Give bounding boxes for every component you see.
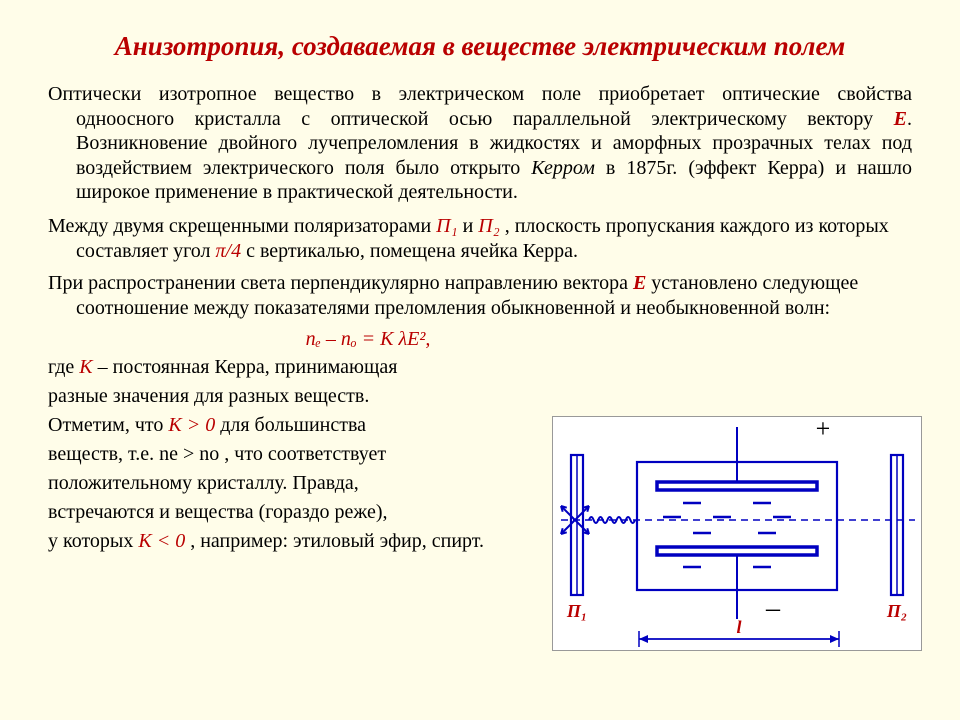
t: Отметим, что bbox=[48, 414, 168, 436]
t: веществ, т.е. ne > no , что соответствуе… bbox=[48, 440, 568, 469]
kerr-cell-diagram: + – l П₁ П₂ bbox=[552, 416, 922, 651]
polarizer-2: П₂ bbox=[478, 215, 504, 237]
t: встречаются и вещества (гораздо реже), bbox=[48, 498, 568, 527]
polarizer-1: П₁ bbox=[436, 215, 457, 237]
t: положительному кристаллу. Правда, bbox=[48, 469, 568, 498]
k-negative: K < 0 bbox=[138, 530, 185, 552]
t: Оптически изотропное вещество в электрич… bbox=[48, 83, 912, 129]
t: разные значения для разных веществ. bbox=[48, 382, 568, 411]
page-title: Анизотропия, создаваемая в веществе элек… bbox=[48, 28, 912, 64]
constant-K: K bbox=[79, 356, 92, 378]
k-positive: K > 0 bbox=[168, 414, 215, 436]
t: где bbox=[48, 356, 79, 378]
kerr-formula: nₑ – nₒ = K λE², bbox=[198, 328, 538, 351]
vector-E: E bbox=[633, 272, 646, 294]
t: где K – постоянная Керра, принимающая bbox=[48, 353, 568, 382]
svg-text:П₁: П₁ bbox=[566, 601, 587, 621]
t: , например: этиловый эфир, спирт. bbox=[185, 530, 484, 552]
kerr-name: Керром bbox=[531, 157, 595, 179]
svg-text:l: l bbox=[736, 617, 741, 637]
t: для большинства bbox=[215, 414, 366, 436]
paragraph-polarizers: Между двумя скрещенными поляризаторами П… bbox=[48, 214, 912, 263]
t: Отметим, что K > 0 для большинства bbox=[48, 411, 568, 440]
svg-text:П₂: П₂ bbox=[886, 601, 907, 621]
vector-E: E bbox=[894, 108, 907, 130]
svg-text:–: – bbox=[765, 593, 781, 624]
t: При распространении света перпендикулярн… bbox=[48, 272, 633, 294]
t: у которых bbox=[48, 530, 138, 552]
t: Между двумя скрещенными поляризаторами bbox=[48, 215, 436, 237]
diagram-svg: + – l П₁ П₂ bbox=[553, 417, 923, 652]
t: с вертикалью, помещена ячейка Керра. bbox=[241, 240, 578, 262]
angle-pi4: π/4 bbox=[216, 240, 242, 262]
paragraph-relation: При распространении света перпендикулярн… bbox=[48, 271, 912, 320]
svg-text:+: + bbox=[816, 417, 831, 443]
t: и bbox=[458, 215, 479, 237]
paragraph-intro: Оптически изотропное вещество в электрич… bbox=[48, 82, 912, 204]
t: – постоянная Керра, принимающая bbox=[93, 356, 398, 378]
